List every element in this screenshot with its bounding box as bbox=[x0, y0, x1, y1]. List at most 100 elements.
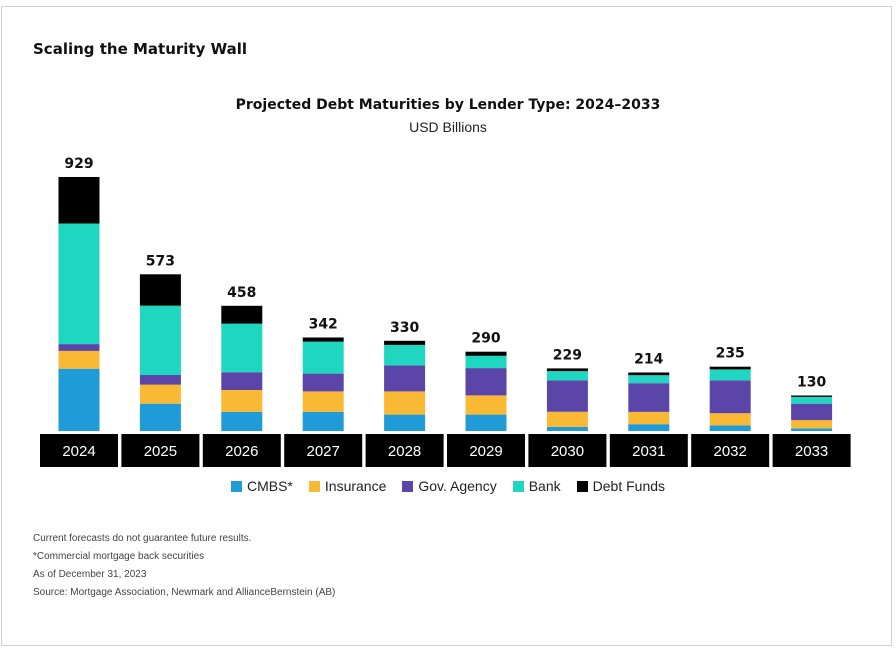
bar-segment-2029-insurance bbox=[465, 395, 507, 415]
category-box-2026 bbox=[202, 434, 281, 467]
bar-segment-2024-gov-agency bbox=[58, 344, 100, 351]
bar-segment-2025-bank bbox=[139, 305, 181, 375]
total-label-2027: 342 bbox=[309, 317, 338, 333]
bar-segment-2033-bank bbox=[791, 396, 833, 404]
total-label-2028: 330 bbox=[390, 320, 419, 336]
chart-subtitle: USD Billions bbox=[409, 119, 487, 135]
footnote-cmbs-definition: *Commercial mortgage back securities bbox=[33, 551, 205, 562]
bar-segment-2032-gov-agency bbox=[709, 380, 751, 414]
bar-segment-2033-gov-agency bbox=[791, 403, 833, 421]
bar-segment-2027-debt-funds bbox=[302, 337, 344, 342]
category-label-2032: 2032 bbox=[714, 443, 747, 460]
category-label-2031: 2031 bbox=[632, 443, 665, 460]
bar-segment-2033-debt-funds bbox=[791, 395, 833, 397]
bar-segment-2030-gov-agency bbox=[546, 380, 588, 412]
bar-segment-2027-insurance bbox=[302, 391, 344, 412]
category-box-2033 bbox=[772, 434, 851, 467]
bar-segment-2028-insurance bbox=[384, 391, 426, 415]
category-label-2026: 2026 bbox=[225, 443, 258, 460]
chart-title: Projected Debt Maturities by Lender Type… bbox=[235, 97, 661, 113]
bar-segment-2030-insurance bbox=[546, 411, 588, 427]
footnote-as-of-date: As of December 31, 2023 bbox=[33, 569, 147, 580]
bar-segment-2025-cmbs bbox=[139, 403, 181, 431]
bar-segment-2032-insurance bbox=[709, 413, 751, 426]
footnote-disclaimer: Current forecasts do not guarantee futur… bbox=[33, 533, 252, 544]
category-box-2028 bbox=[365, 434, 444, 467]
bar-segment-2031-gov-agency bbox=[628, 383, 670, 412]
footnote-source: Source: Mortgage Association, Newmark an… bbox=[33, 587, 336, 598]
legend-swatch-debt-funds bbox=[576, 480, 588, 492]
legend-swatch-insurance bbox=[308, 480, 320, 492]
bar-segment-2030-cmbs bbox=[546, 426, 588, 431]
bar-segment-2029-gov-agency bbox=[465, 368, 507, 396]
category-box-2030 bbox=[528, 434, 607, 467]
legend-label-cmbs: CMBS* bbox=[246, 478, 293, 494]
bar-segment-2032-cmbs bbox=[709, 425, 751, 431]
bar-segment-2028-cmbs bbox=[384, 414, 426, 431]
category-label-2030: 2030 bbox=[551, 443, 584, 460]
category-label-2024: 2024 bbox=[62, 443, 95, 460]
bar-segment-2031-cmbs bbox=[628, 424, 670, 431]
bar-segment-2027-cmbs bbox=[302, 411, 344, 431]
category-label-2027: 2027 bbox=[307, 443, 340, 460]
bar-segment-2032-debt-funds bbox=[709, 366, 751, 370]
total-label-2029: 290 bbox=[471, 331, 500, 347]
bar-segment-2031-bank bbox=[628, 375, 670, 384]
bar-segment-2027-gov-agency bbox=[302, 373, 344, 392]
bar-segment-2024-insurance bbox=[58, 350, 100, 369]
category-box-2029 bbox=[447, 434, 525, 467]
bar-segment-2030-debt-funds bbox=[546, 368, 588, 372]
bar-segment-2026-bank bbox=[221, 323, 263, 373]
bar-segment-2024-debt-funds bbox=[58, 177, 100, 224]
category-box-2024 bbox=[40, 434, 118, 467]
legend-label-debt-funds: Debt Funds bbox=[592, 478, 666, 494]
legend-swatch-cmbs bbox=[230, 480, 242, 492]
bar-segment-2025-gov-agency bbox=[139, 375, 181, 385]
category-label-2025: 2025 bbox=[144, 443, 177, 460]
category-label-2033: 2033 bbox=[795, 443, 828, 460]
total-label-2032: 235 bbox=[716, 346, 745, 362]
bar-segment-2033-insurance bbox=[791, 420, 833, 429]
bar-segment-2028-gov-agency bbox=[384, 365, 426, 392]
bar-segment-2028-debt-funds bbox=[384, 340, 426, 345]
legend-item-insurance: Insurance bbox=[308, 478, 387, 494]
legend-swatch-bank bbox=[512, 480, 524, 492]
bar-segment-2025-insurance bbox=[139, 384, 181, 404]
category-box-2027 bbox=[284, 434, 363, 467]
bar-segment-2028-bank bbox=[384, 344, 426, 366]
bar-segment-2026-debt-funds bbox=[221, 305, 263, 324]
total-label-2024: 929 bbox=[64, 156, 93, 172]
bar-segment-2030-bank bbox=[546, 371, 588, 381]
chart-legend: CMBS* Insurance Gov. Agency Bank Debt Fu… bbox=[0, 478, 896, 494]
total-label-2025: 573 bbox=[146, 253, 175, 269]
footnotes: Current forecasts do not guarantee futur… bbox=[33, 530, 335, 602]
total-label-2030: 229 bbox=[553, 347, 582, 363]
bar-segment-2024-cmbs bbox=[58, 368, 100, 431]
bar-segment-2024-bank bbox=[58, 223, 100, 345]
legend-item-cmbs: CMBS* bbox=[230, 478, 293, 494]
bar-segment-2026-cmbs bbox=[221, 411, 263, 431]
category-box-2025 bbox=[121, 434, 200, 467]
section-title: Scaling the Maturity Wall bbox=[33, 40, 248, 58]
legend-item-debt-funds: Debt Funds bbox=[576, 478, 666, 494]
bar-segment-2029-debt-funds bbox=[465, 351, 507, 356]
total-label-2033: 130 bbox=[797, 375, 826, 391]
bar-segment-2027-bank bbox=[302, 341, 344, 374]
total-label-2031: 214 bbox=[634, 352, 663, 368]
legend-item-bank: Bank bbox=[512, 478, 561, 494]
legend-label-bank: Bank bbox=[528, 478, 561, 494]
bar-segment-2033-cmbs bbox=[791, 428, 833, 431]
category-label-2028: 2028 bbox=[388, 443, 421, 460]
bar-segment-2029-cmbs bbox=[465, 414, 507, 431]
legend-label-insurance: Insurance bbox=[324, 478, 387, 494]
bar-segment-2029-bank bbox=[465, 355, 507, 369]
bar-segment-2026-gov-agency bbox=[221, 372, 263, 390]
category-box-2031 bbox=[609, 434, 688, 467]
bar-segment-2031-debt-funds bbox=[628, 372, 670, 376]
total-label-2026: 458 bbox=[227, 285, 256, 301]
category-box-2032 bbox=[691, 434, 770, 467]
bar-segment-2031-insurance bbox=[628, 411, 670, 425]
bar-segment-2032-bank bbox=[709, 369, 751, 381]
legend-swatch-gov-agency bbox=[402, 480, 414, 492]
